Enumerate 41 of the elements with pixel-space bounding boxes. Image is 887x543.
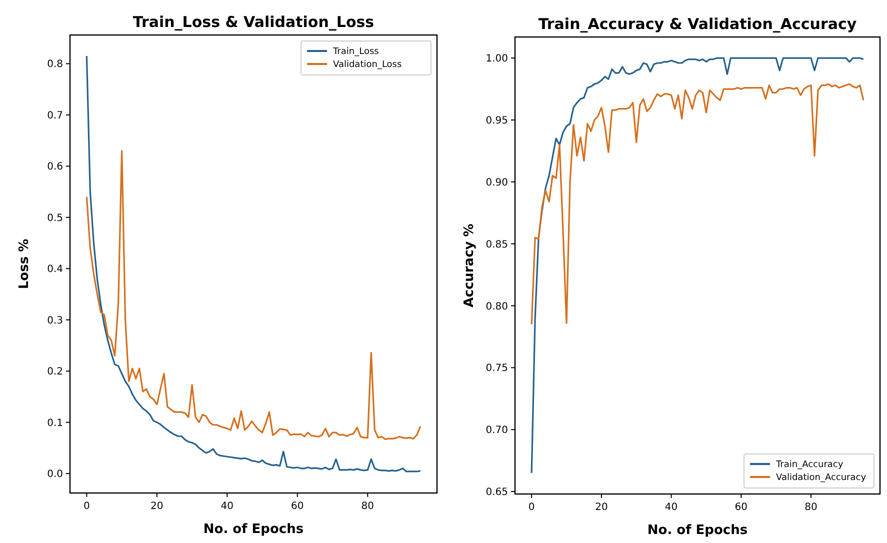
x-tick-label: 80 — [804, 502, 818, 513]
x-tick-label: 80 — [361, 501, 374, 512]
x-tick-label: 40 — [664, 502, 678, 513]
x-tick-label: 0 — [83, 501, 90, 512]
x-axis-title: No. of Epochs — [203, 522, 304, 537]
y-axis-title: Accuracy % — [462, 224, 477, 308]
x-tick-label: 20 — [150, 501, 164, 512]
y-tick-label: 0.90 — [486, 177, 508, 188]
chart-title: Train_Accuracy & Validation_Accuracy — [538, 15, 857, 33]
y-tick-label: 0.85 — [486, 239, 508, 250]
y-tick-label: 0.8 — [47, 59, 63, 70]
line-series — [530, 57, 864, 474]
y-tick-label: 0.1 — [47, 418, 63, 429]
line-series — [86, 150, 422, 440]
line-series — [530, 83, 864, 326]
y-tick-label: 0.95 — [486, 115, 508, 126]
y-tick-label: 0.80 — [486, 301, 508, 312]
y-tick-label: 0.6 — [47, 162, 63, 173]
y-tick-label: 0.70 — [486, 425, 508, 436]
y-tick-label: 0.2 — [47, 366, 63, 378]
x-tick-label: 40 — [220, 501, 234, 512]
y-tick-label: 0.5 — [47, 212, 63, 224]
y-tick-label: 0.4 — [47, 264, 63, 276]
line-series — [86, 55, 422, 472]
y-tick-label: 0.7 — [47, 110, 63, 122]
legend-label: Validation_Accuracy — [776, 473, 867, 483]
y-tick-label: 0.0 — [47, 469, 63, 480]
x-tick-label: 60 — [734, 502, 748, 513]
legend-label: Train_Accuracy — [775, 460, 844, 470]
y-axis-title: Loss % — [17, 238, 32, 290]
y-tick-label: 1.00 — [486, 54, 508, 65]
x-tick-label: 20 — [595, 502, 608, 513]
y-tick-label: 0.75 — [486, 363, 508, 374]
legend-label: Validation_Loss — [333, 60, 402, 70]
y-tick-label: 0.65 — [486, 487, 508, 498]
x-tick-label: 0 — [528, 502, 535, 513]
y-tick-label: 0.3 — [47, 315, 63, 326]
chart-title: Train_Loss & Validation_Loss — [132, 13, 374, 31]
x-axis-title: No. of Epochs — [647, 523, 748, 538]
x-tick-label: 60 — [291, 501, 304, 512]
legend-label: Train_Loss — [332, 47, 380, 57]
